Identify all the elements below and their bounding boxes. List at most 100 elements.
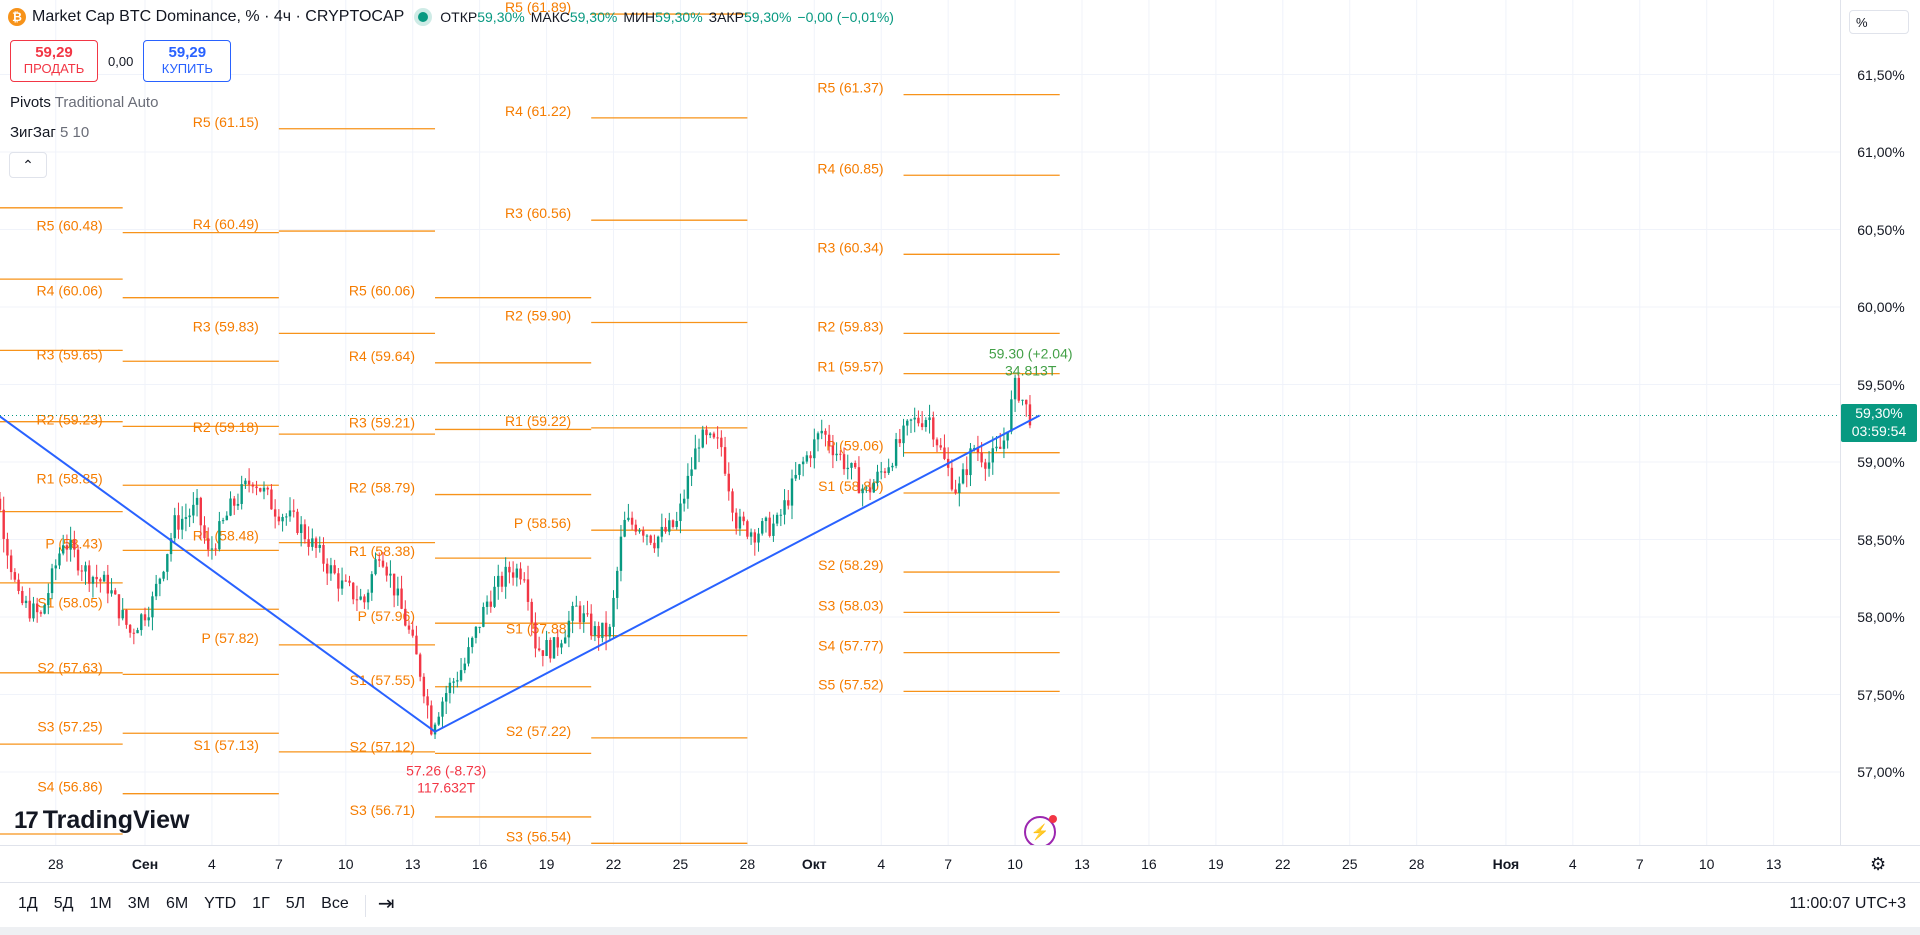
- ohlc-close-value: 59,30%: [743, 9, 792, 25]
- indicator-params: Traditional Auto: [54, 94, 159, 111]
- candle-body: [794, 474, 797, 479]
- candle-body: [928, 417, 931, 421]
- chart-area[interactable]: R5 (60.64)R4 (60.18)R3 (59.72)R2 (59.26)…: [0, 0, 1840, 845]
- pivot-label: S3 (56.54): [506, 828, 571, 844]
- indicator-pivots[interactable]: Pivots Traditional Auto: [10, 94, 158, 111]
- ohlc-high-label: МАКС: [530, 9, 570, 25]
- candle-body: [292, 510, 295, 512]
- candle-body: [444, 693, 448, 702]
- time-tick-label: Ноя: [1492, 856, 1520, 872]
- price-axis[interactable]: % 57,00% 57,50% 58,00% 58,50% 59,00% 59,50% 60…: [1840, 0, 1920, 845]
- candle-body: [259, 488, 262, 492]
- sell-price: 59,29: [35, 44, 73, 61]
- period-button[interactable]: 5Л: [285, 895, 306, 912]
- flash-button[interactable]: ⚡: [1024, 815, 1057, 845]
- ohlc-low-label: МИН: [623, 9, 656, 25]
- candle-body: [519, 568, 522, 580]
- candle-body: [790, 478, 794, 506]
- pivot-label: R4 (59.64): [349, 348, 415, 364]
- indicator-zigzag[interactable]: ЗигЗаг 5 10: [10, 124, 89, 141]
- candle-body: [88, 565, 91, 584]
- chart-canvas[interactable]: R5 (60.64)R4 (60.18)R3 (59.72)R2 (59.26)…: [0, 0, 1840, 845]
- candle-body: [314, 538, 318, 548]
- period-button[interactable]: 1Г: [252, 895, 270, 912]
- candle-body: [920, 423, 924, 428]
- candle-body: [400, 588, 403, 609]
- pivot-label: R5 (60.06): [349, 283, 415, 299]
- candle-body: [537, 648, 541, 651]
- candle-body: [136, 630, 139, 634]
- collapse-indicators-button[interactable]: ⌃: [9, 152, 47, 178]
- pivot-label: R1 (58.85): [37, 470, 103, 486]
- pivot-label: R4 (60.49): [193, 216, 259, 232]
- pivot-label: S1 (57.88): [506, 621, 571, 637]
- pivot-label: R3 (59.65): [37, 346, 103, 362]
- period-button[interactable]: 1М: [89, 895, 112, 912]
- candle-body: [128, 624, 132, 633]
- candle-body: [805, 455, 809, 462]
- period-button[interactable]: YTD: [204, 895, 237, 912]
- candle-body: [497, 575, 500, 587]
- candle-body: [567, 620, 571, 638]
- indicator-name: ЗигЗаг: [10, 124, 56, 141]
- candle-body: [801, 461, 805, 465]
- date-range-icon[interactable]: ⇥: [377, 893, 395, 915]
- settings-icon[interactable]: ⚙: [1870, 854, 1887, 874]
- candle-body: [961, 469, 965, 484]
- buy-button[interactable]: 59,29 КУПИТЬ: [143, 40, 232, 82]
- candle-body: [563, 637, 567, 644]
- candle-body: [117, 594, 121, 619]
- candle-body: [0, 498, 2, 510]
- candle-body: [166, 554, 169, 572]
- spread-value: 0,00: [108, 53, 134, 69]
- period-button[interactable]: 6М: [165, 895, 189, 912]
- period-button[interactable]: 5Д: [53, 895, 74, 912]
- bottom-toolbar: 1Д 5Д 1М 3М 6М YTD 1Г 5Л Все ⇥ 11:00:07 UTC+3: [0, 882, 1920, 928]
- utc-clock[interactable]: 11:00:07 UTC+3: [1789, 895, 1906, 912]
- candle-body: [61, 545, 65, 554]
- period-button[interactable]: 3М: [127, 895, 150, 912]
- pivot-label: R3 (60.56): [505, 205, 571, 221]
- candle-body: [627, 517, 630, 520]
- candle-body: [991, 448, 994, 463]
- candle-body: [779, 514, 783, 516]
- unit-button[interactable]: %: [1849, 10, 1909, 34]
- candle-body: [549, 639, 552, 659]
- candle-body: [649, 535, 652, 543]
- period-button[interactable]: Все: [321, 895, 349, 912]
- candle-body: [303, 524, 307, 540]
- candle-body: [716, 437, 719, 439]
- candle-body: [545, 639, 548, 656]
- candle-body: [552, 637, 556, 659]
- candle-body: [939, 445, 942, 448]
- time-tick-label: 4: [208, 856, 216, 872]
- time-tick-label: 16: [471, 856, 488, 872]
- pivot-label: S2 (57.12): [350, 738, 415, 754]
- candle-body: [84, 565, 87, 572]
- candle-body: [984, 462, 987, 469]
- last-price-value: 59,30%: [1855, 404, 1903, 421]
- time-axis[interactable]: 2528Сен4710131619222528Окт47101316192225…: [0, 845, 1920, 883]
- trade-panel: 59,29 ПРОДАТЬ 0,00 59,29 КУПИТЬ: [10, 40, 232, 82]
- candle-body: [288, 510, 292, 517]
- candle-body: [273, 509, 277, 517]
- candle-body: [147, 617, 150, 621]
- tradingview-logo[interactable]: 17 TradingView: [14, 806, 190, 835]
- candle-body: [307, 539, 310, 547]
- candle-body: [616, 570, 619, 598]
- candle-body: [240, 484, 243, 504]
- candle-body: [612, 597, 615, 627]
- period-button[interactable]: 1Д: [18, 895, 38, 912]
- sell-button[interactable]: 59,29 ПРОДАТЬ: [10, 40, 98, 82]
- pivot-label: P (59.06): [826, 438, 883, 454]
- time-tick-label: Окт: [801, 856, 827, 872]
- symbol-title[interactable]: Market Cap BTC Dominance, % · 4ч · CRYPT…: [32, 8, 405, 25]
- candle-body: [407, 625, 411, 630]
- pivot-label: R5 (61.37): [817, 80, 883, 96]
- candle-body: [392, 573, 396, 596]
- price-tick-label: 61,50%: [1857, 66, 1905, 83]
- candle-body: [653, 542, 656, 549]
- candle-body: [21, 590, 24, 604]
- candle-body: [162, 571, 165, 579]
- candle-body: [1013, 377, 1017, 400]
